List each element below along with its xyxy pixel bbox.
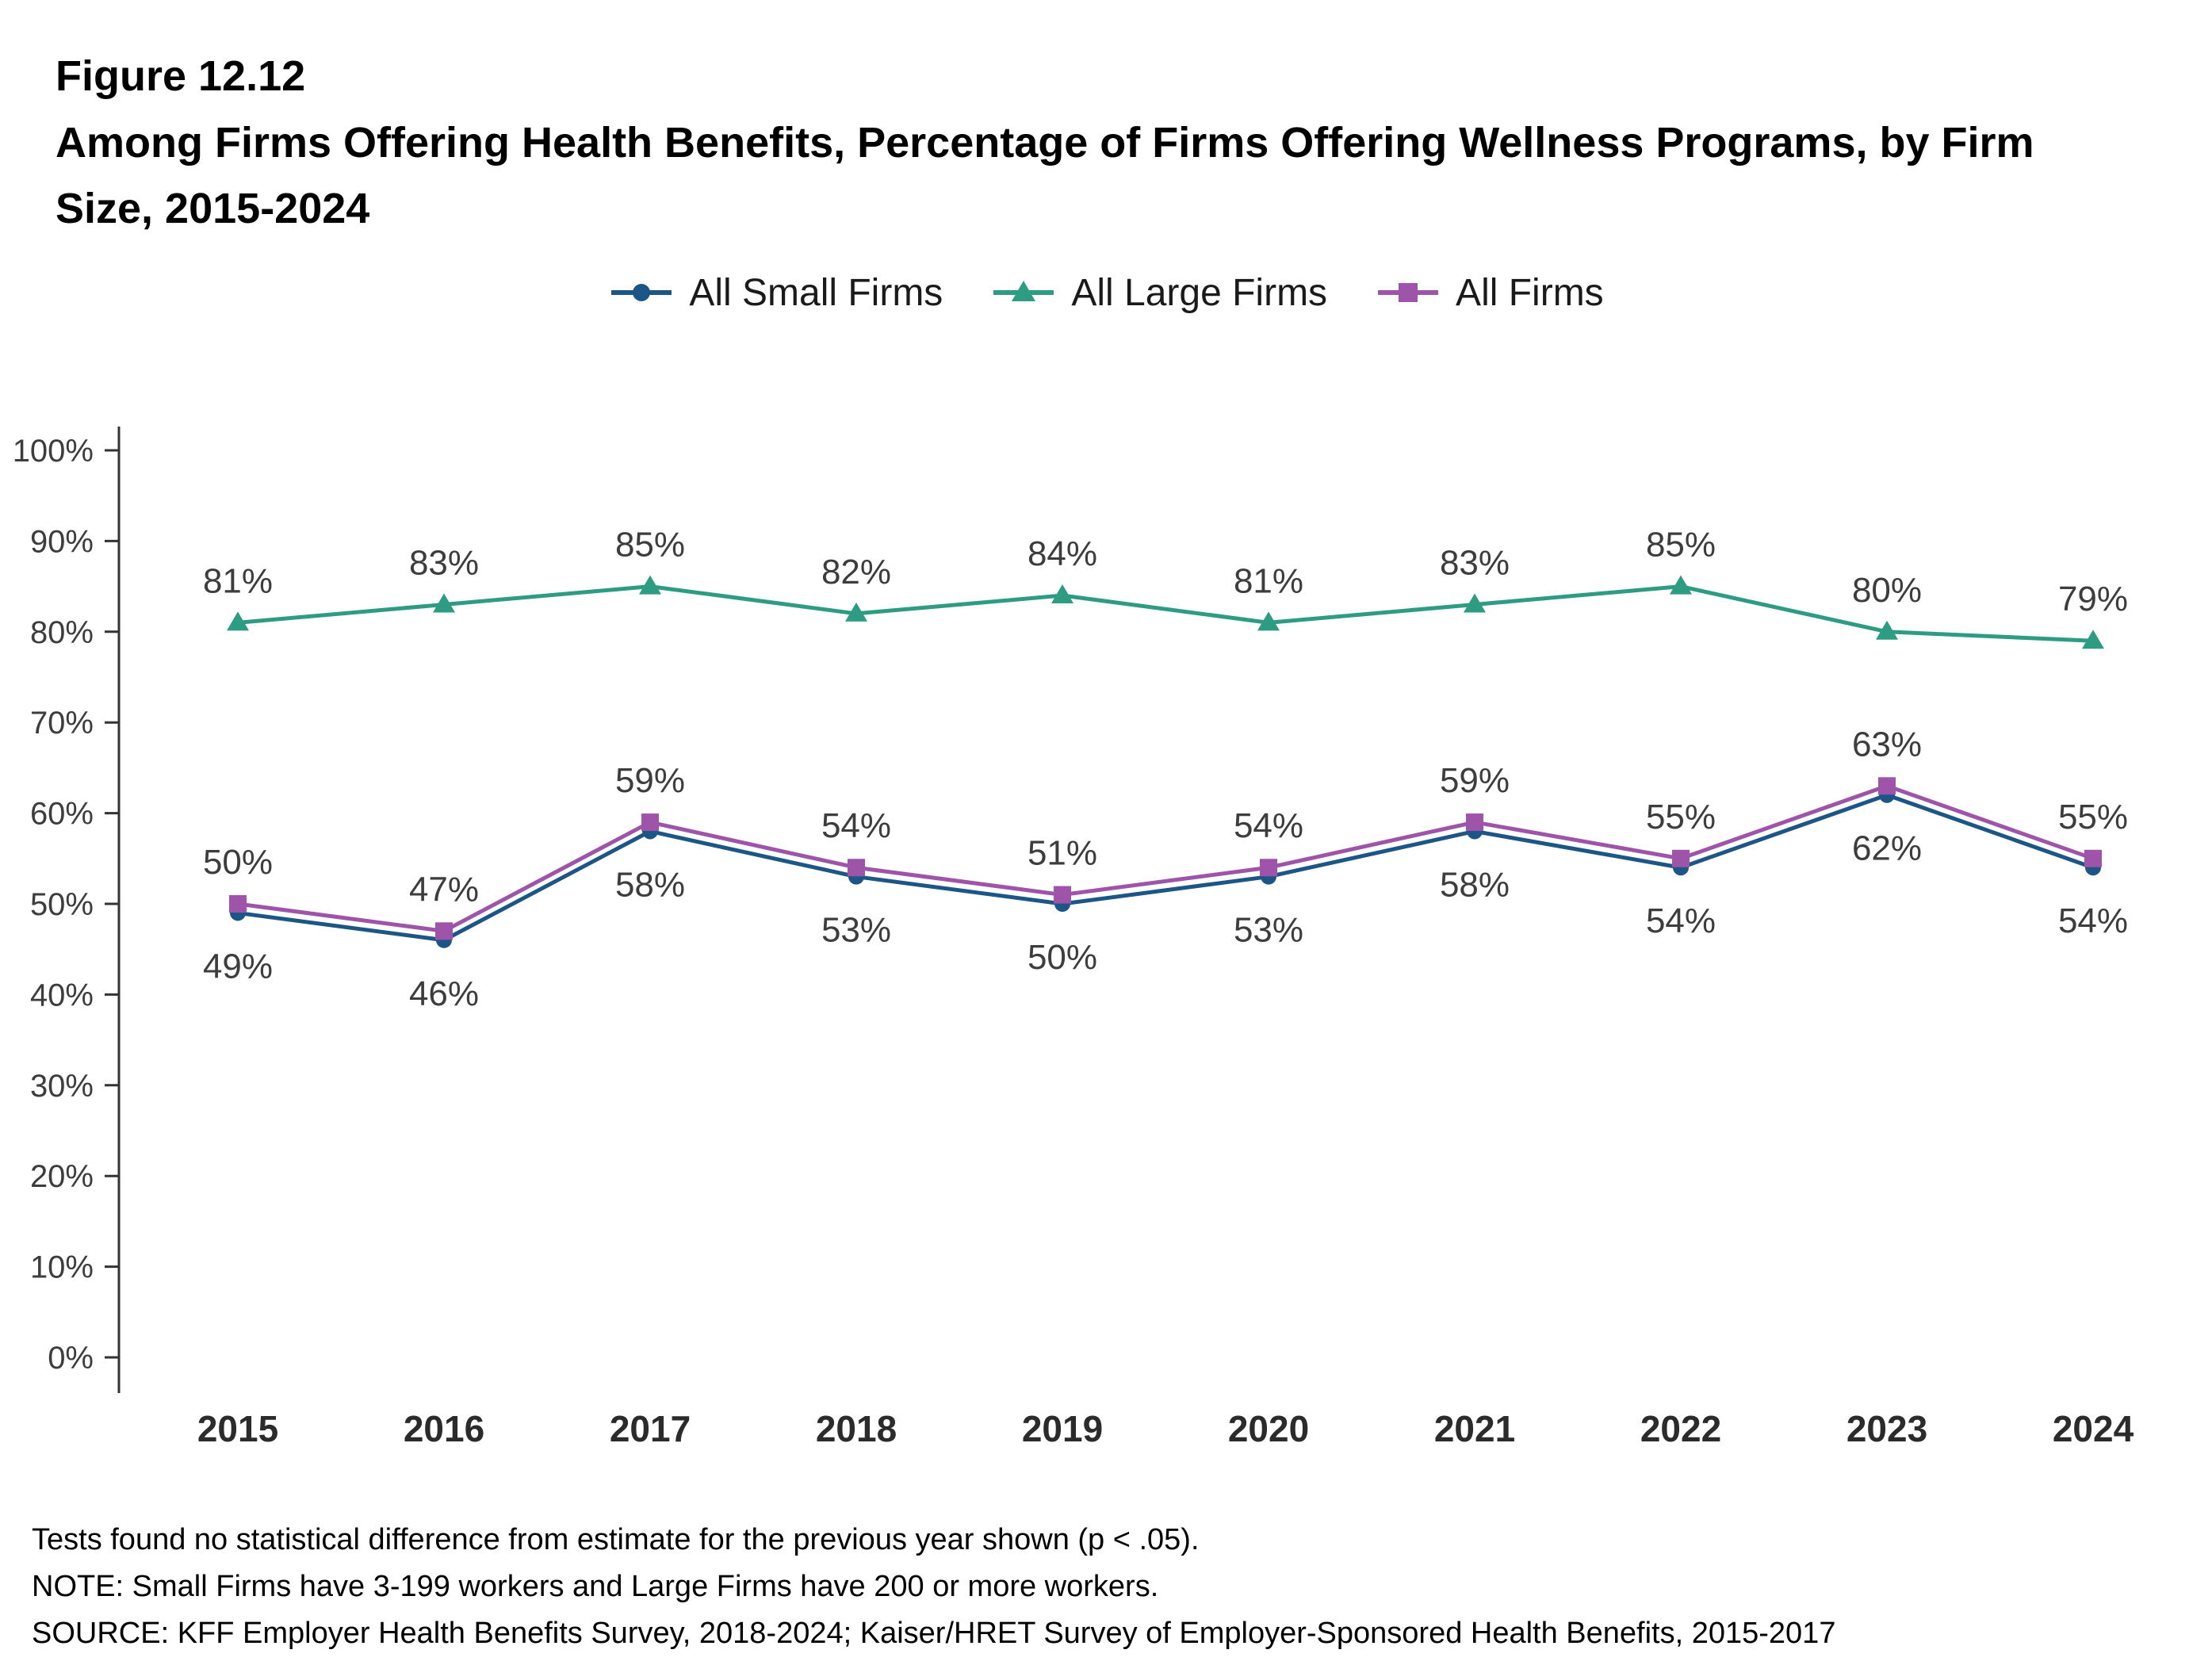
svg-text:54%: 54%	[1234, 806, 1303, 845]
svg-text:2024: 2024	[2053, 1408, 2134, 1449]
svg-text:0%: 0%	[48, 1341, 94, 1376]
svg-text:80%: 80%	[1852, 571, 1922, 610]
svg-text:81%: 81%	[203, 561, 273, 600]
svg-text:62%: 62%	[1852, 829, 1922, 868]
svg-text:40%: 40%	[30, 978, 94, 1012]
svg-text:30%: 30%	[30, 1069, 94, 1104]
svg-text:79%: 79%	[2058, 580, 2128, 618]
svg-text:83%: 83%	[409, 544, 479, 583]
svg-text:85%: 85%	[615, 526, 685, 565]
svg-text:51%: 51%	[1028, 834, 1097, 873]
svg-text:50%: 50%	[1028, 938, 1097, 977]
svg-text:81%: 81%	[1234, 561, 1303, 600]
svg-text:2016: 2016	[404, 1408, 484, 1449]
svg-text:2020: 2020	[1228, 1408, 1309, 1449]
legend-label: All Large Firms	[1071, 271, 1328, 314]
triangle-marker-icon	[993, 281, 1054, 302]
legend-label: All Firms	[1456, 271, 1604, 314]
svg-text:82%: 82%	[821, 553, 891, 591]
wellness-line-chart: 0% 10% 20% 30% 40% 50% 60% 70% 80% 90% 100% 2015 201…	[13, 427, 2134, 1449]
svg-text:2021: 2021	[1434, 1408, 1515, 1449]
svg-text:50%: 50%	[203, 843, 273, 882]
statistical-note: Tests found no statistical difference fr…	[32, 1523, 1200, 1557]
legend-item-all-large-firms: All Large Firms	[990, 271, 1327, 315]
svg-text:2018: 2018	[816, 1408, 897, 1449]
svg-text:80%: 80%	[30, 615, 94, 650]
svg-text:63%: 63%	[1852, 725, 1922, 764]
figure-title: Among Firms Offering Health Benefits, Pe…	[55, 118, 2034, 233]
svg-text:59%: 59%	[1440, 761, 1510, 800]
svg-text:20%: 20%	[30, 1159, 94, 1194]
svg-text:54%: 54%	[1646, 901, 1716, 940]
svg-text:50%: 50%	[30, 887, 94, 922]
svg-text:54%: 54%	[2058, 901, 2128, 940]
legend-label: All Small Firms	[689, 271, 943, 314]
figure-header: Figure 12.12 Among Firms Offering Health…	[0, 0, 2212, 243]
svg-text:53%: 53%	[1234, 911, 1303, 950]
legend-item-all-firms: All Firms	[1375, 271, 1604, 315]
svg-text:84%: 84%	[1028, 534, 1097, 573]
svg-text:85%: 85%	[1646, 526, 1716, 565]
svg-text:2017: 2017	[610, 1408, 691, 1449]
chart-legend: All Small Firms All Large Firms All Firm…	[0, 265, 2212, 320]
svg-text:46%: 46%	[409, 974, 479, 1013]
svg-text:54%: 54%	[821, 806, 891, 845]
definition-note: NOTE: Small Firms have 3-199 workers and…	[32, 1569, 1159, 1603]
svg-text:55%: 55%	[1646, 798, 1716, 836]
svg-text:100%: 100%	[13, 434, 94, 469]
svg-text:2023: 2023	[1847, 1408, 1927, 1449]
svg-text:49%: 49%	[203, 947, 273, 986]
figure-notes: Tests found no statistical difference fr…	[0, 1495, 2212, 1657]
circle-marker-icon	[611, 284, 672, 302]
svg-text:90%: 90%	[30, 524, 94, 559]
svg-text:55%: 55%	[2058, 798, 2128, 836]
svg-text:2019: 2019	[1022, 1408, 1103, 1449]
svg-text:58%: 58%	[1440, 866, 1510, 905]
svg-text:58%: 58%	[615, 866, 685, 905]
svg-text:2015: 2015	[197, 1408, 278, 1449]
source-note: SOURCE: KFF Employer Health Benefits Sur…	[32, 1616, 1836, 1650]
chart-area: 0% 10% 20% 30% 40% 50% 60% 70% 80% 90% 100% 2015 201…	[0, 325, 2212, 1495]
svg-text:10%: 10%	[30, 1250, 94, 1285]
svg-text:59%: 59%	[615, 761, 685, 800]
svg-text:83%: 83%	[1440, 544, 1510, 583]
figure-number: Figure 12.12	[55, 52, 306, 100]
square-marker-icon	[1378, 283, 1439, 303]
legend-item-all-small-firms: All Small Firms	[608, 271, 943, 315]
svg-text:47%: 47%	[409, 870, 479, 909]
svg-text:53%: 53%	[821, 911, 891, 950]
svg-text:60%: 60%	[30, 797, 94, 832]
svg-text:2022: 2022	[1640, 1408, 1721, 1449]
svg-text:70%: 70%	[30, 706, 94, 741]
